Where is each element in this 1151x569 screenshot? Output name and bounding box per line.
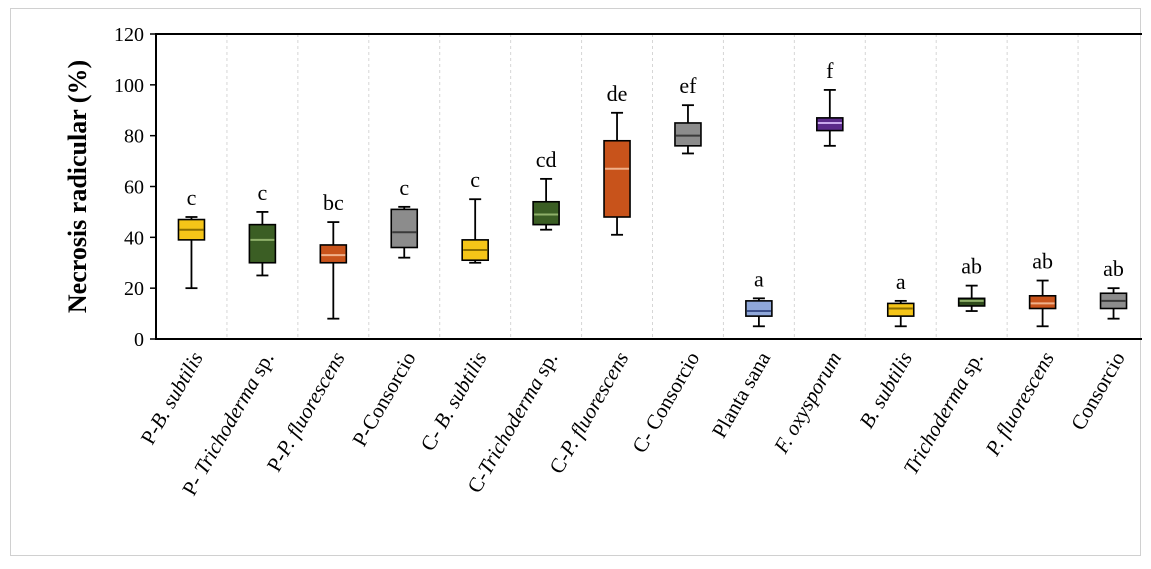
x-category-label: P-B. subtilis	[136, 348, 208, 449]
box-plot-item: cd	[532, 147, 560, 231]
box-iqr	[1028, 294, 1057, 310]
plot-area	[155, 33, 1142, 340]
significance-letter: cd	[536, 147, 557, 172]
x-category-label-part: Trichoderma	[473, 373, 548, 479]
box-plot-item: c	[248, 180, 277, 277]
box-plot-item: a	[745, 266, 773, 328]
box-iqr	[816, 117, 844, 132]
box-iqr	[248, 223, 277, 264]
box-plot-item: bc	[319, 190, 348, 320]
x-category-label: B. subtilis	[854, 348, 917, 433]
significance-letter: ef	[679, 73, 697, 98]
significance-letter: a	[754, 266, 764, 291]
box-plot-item: ef	[674, 73, 702, 155]
x-category-label: P-Consorcio	[347, 348, 420, 451]
box-plot-item: a	[886, 269, 915, 328]
y-tick-label: 80	[124, 126, 144, 148]
box-plot-item: c	[461, 167, 489, 264]
x-category-label-part: B. subtilis	[429, 348, 492, 433]
box-iqr	[532, 200, 560, 226]
y-tick-label: 20	[124, 278, 144, 300]
x-category-label-part: B. subtilis	[854, 348, 917, 433]
x-category-label-part: P. fluorescens	[980, 348, 1059, 461]
y-tick-label: 60	[124, 177, 144, 199]
x-category-label-part: Trichoderma	[898, 373, 973, 479]
y-axis: 0 20 40 60 80 100 120	[114, 24, 156, 351]
chart-frame: 0 20 40 60 80 100 120 c c bc c c cd de ef a f a ab ab ab P-…	[10, 8, 1142, 556]
y-tick-label: 40	[124, 227, 144, 249]
x-category-label-part: F. oxysporum	[768, 348, 846, 459]
x-category-label-part: Consorcio	[1066, 348, 1130, 435]
box-plot-item: f	[816, 58, 844, 147]
significance-letter: ab	[961, 254, 982, 279]
box-plot-chart: 0 20 40 60 80 100 120 c c bc c c cd de ef a f a ab ab ab P-…	[63, 24, 1142, 500]
significance-letter: c	[258, 180, 268, 205]
box-iqr	[603, 139, 631, 218]
box-iqr	[674, 122, 702, 147]
x-category-label-part: P. fluorescens	[554, 348, 633, 461]
x-category-label-part: B. subtilis	[145, 348, 208, 433]
significance-letter: c	[187, 185, 197, 210]
x-category-label-part: P-Consorcio	[347, 348, 420, 451]
y-tick-label: 120	[114, 24, 144, 46]
x-category-label-part: P. fluorescens	[271, 348, 350, 461]
box-iqr	[886, 302, 915, 317]
significance-letter: c	[470, 167, 480, 192]
box-iqr	[745, 300, 773, 317]
x-category-label-part: Trichoderma	[189, 373, 264, 479]
y-axis-label: Necrosis radicular (%)	[63, 60, 92, 313]
box-plot-item: c	[390, 175, 419, 259]
x-category-label: F. oxysporum	[768, 348, 846, 459]
y-tick-label: 100	[114, 75, 144, 97]
box-plot-item: ab	[1099, 256, 1128, 320]
box-plot-item: c	[177, 185, 206, 290]
x-category-label-part: C- Consorcio	[627, 348, 704, 457]
significance-letter: ab	[1103, 256, 1124, 281]
significance-letter: bc	[323, 190, 344, 215]
significance-letter: a	[896, 269, 906, 294]
box-plot-item: de	[603, 81, 631, 236]
x-category-label: Consorcio	[1066, 348, 1130, 435]
significance-letter: f	[826, 58, 834, 83]
x-category-label: P. fluorescens	[980, 348, 1059, 461]
box-iqr	[957, 297, 986, 307]
x-category-label-part: Planta sana	[707, 347, 776, 442]
box-plot-item: ab	[957, 254, 986, 312]
x-category-label: Planta sana	[707, 347, 776, 442]
grid-lines	[226, 34, 1079, 339]
significance-letter: ab	[1032, 249, 1053, 274]
box-iqr	[390, 208, 419, 249]
x-category-label: P-P. fluorescens	[262, 348, 350, 476]
significance-letter: de	[607, 81, 628, 106]
box-iqr	[319, 244, 348, 264]
significance-letter: c	[399, 175, 409, 200]
x-category-label: C- B. subtilis	[416, 348, 492, 455]
y-tick-label: 0	[134, 329, 144, 351]
box-plot-item: ab	[1028, 249, 1057, 328]
box-series: c c bc c c cd de ef a f a ab ab ab	[177, 58, 1128, 328]
x-category-label: C- Consorcio	[627, 348, 704, 457]
